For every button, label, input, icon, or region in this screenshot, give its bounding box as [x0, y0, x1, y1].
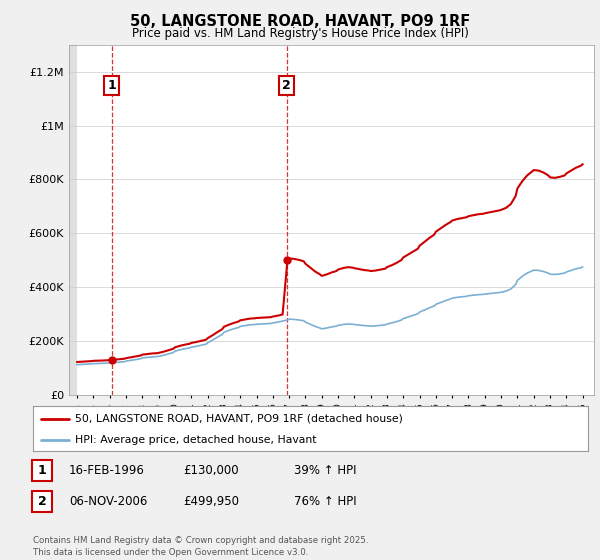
Text: Price paid vs. HM Land Registry's House Price Index (HPI): Price paid vs. HM Land Registry's House …: [131, 27, 469, 40]
Text: Contains HM Land Registry data © Crown copyright and database right 2025.
This d: Contains HM Land Registry data © Crown c…: [33, 536, 368, 557]
Text: 06-NOV-2006: 06-NOV-2006: [69, 494, 148, 508]
Text: 2: 2: [38, 494, 46, 508]
Text: 76% ↑ HPI: 76% ↑ HPI: [294, 494, 356, 508]
Text: £130,000: £130,000: [183, 464, 239, 477]
Text: HPI: Average price, detached house, Havant: HPI: Average price, detached house, Hava…: [74, 435, 316, 445]
Bar: [69, 45, 77, 395]
Text: 16-FEB-1996: 16-FEB-1996: [69, 464, 145, 477]
Text: 39% ↑ HPI: 39% ↑ HPI: [294, 464, 356, 477]
Text: 1: 1: [38, 464, 46, 477]
Text: 1: 1: [107, 79, 116, 92]
Text: £499,950: £499,950: [183, 494, 239, 508]
Text: 50, LANGSTONE ROAD, HAVANT, PO9 1RF (detached house): 50, LANGSTONE ROAD, HAVANT, PO9 1RF (det…: [74, 413, 403, 423]
Text: 50, LANGSTONE ROAD, HAVANT, PO9 1RF: 50, LANGSTONE ROAD, HAVANT, PO9 1RF: [130, 14, 470, 29]
Text: 2: 2: [282, 79, 291, 92]
